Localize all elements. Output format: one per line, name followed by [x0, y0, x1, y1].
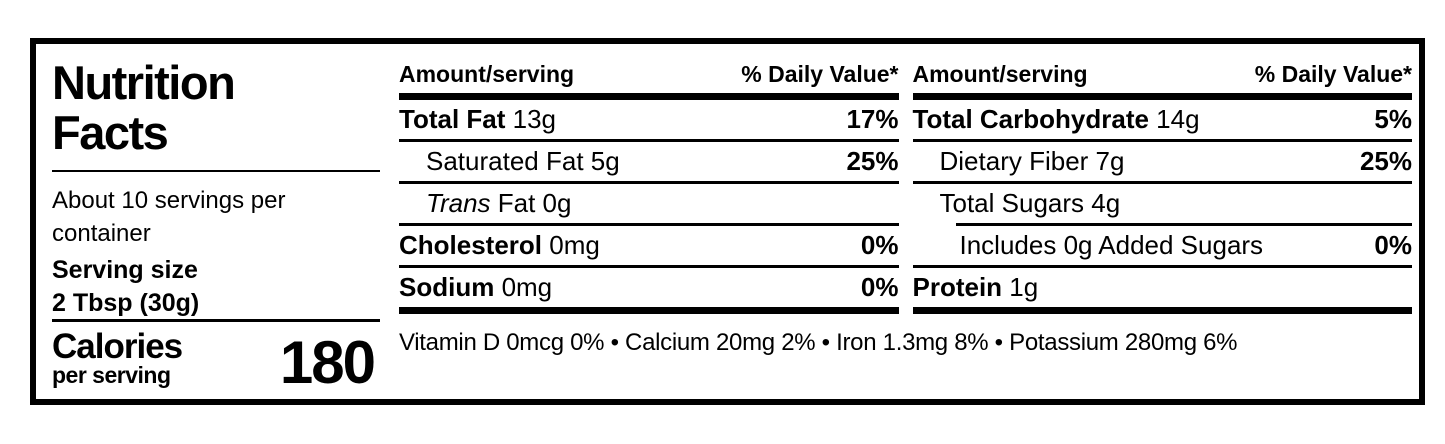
nutrient-name-rest: Saturated Fat 5g	[426, 146, 620, 176]
daily-value: 5%	[1374, 104, 1412, 134]
nutrient-name-rest: 13g	[505, 104, 557, 134]
nutrient-name: Total Carbohydrate 14g	[913, 104, 1200, 135]
row-total-carbohydrate: Total Carbohydrate 14g 5%	[912, 100, 1412, 142]
daily-value: 0%	[860, 272, 899, 302]
calories-block: Calories per serving 180	[52, 326, 380, 396]
column-2-header: Amount/serving % Daily Value*	[912, 44, 1412, 100]
amount-serving-header: Amount/serving	[399, 61, 575, 87]
serving-size-label: Serving size	[52, 256, 198, 285]
nutrient-table: Amount/serving % Daily Value* Total Fat …	[388, 44, 1419, 399]
row-trans-fat: Trans Fat 0g	[399, 184, 899, 226]
daily-value: 17%	[846, 104, 899, 134]
daily-value-header: % Daily Value*	[1254, 61, 1412, 87]
nutrient-name: Saturated Fat 5g	[399, 146, 620, 177]
calories-words: Calories per serving	[52, 326, 183, 388]
vitamins-minerals-footnote: Vitamin D 0mcg 0% • Calcium 20mg 2% • Ir…	[399, 329, 1238, 356]
row-dietary-fiber: Dietary Fiber 7g 25%	[912, 142, 1412, 184]
nutrient-name-rest: 0mg	[494, 272, 553, 302]
row-total-fat: Total Fat 13g 17%	[399, 100, 899, 142]
nutrient-name-bold: Total Carbohydrate	[912, 104, 1149, 134]
label-left-panel: Nutrition Facts About 10 servings per co…	[36, 44, 388, 399]
nutrient-name: Includes 0g Added Sugars	[913, 230, 1264, 261]
nutrition-facts-label: Nutrition Facts About 10 servings per co…	[30, 38, 1425, 405]
nutrient-name-rest: 1g	[1002, 272, 1039, 302]
nutrient-name-rest: Fat 0g	[490, 188, 572, 218]
nutrient-columns: Amount/serving % Daily Value* Total Fat …	[399, 44, 1412, 314]
daily-value-header: % Daily Value*	[741, 61, 899, 87]
calories-label: Calories	[52, 326, 183, 366]
title-divider	[52, 169, 380, 172]
nutrient-name-rest: Includes 0g Added Sugars	[959, 230, 1264, 260]
row-protein: Protein 1g	[913, 268, 1413, 307]
daily-value: 0%	[1374, 230, 1412, 260]
label-title: Nutrition Facts	[52, 56, 236, 159]
daily-value: 0%	[860, 230, 899, 260]
nutrient-name-italic: Trans	[426, 188, 491, 218]
nutrient-column-1: Amount/serving % Daily Value* Total Fat …	[399, 44, 899, 314]
row-total-sugars: Total Sugars 4g	[913, 184, 1413, 223]
daily-value: 25%	[846, 146, 899, 176]
calories-value: 180	[279, 329, 376, 396]
nutrient-column-2: Amount/serving % Daily Value* Total Carb…	[912, 44, 1413, 314]
row-cholesterol: Cholesterol 0mg 0%	[399, 226, 899, 268]
row-saturated-fat: Saturated Fat 5g 25%	[399, 142, 899, 184]
nutrient-name: Total Sugars 4g	[913, 188, 1121, 219]
row-sodium: Sodium 0mg 0%	[399, 268, 899, 307]
nutrient-name-bold: Cholesterol	[399, 230, 543, 260]
nutrient-name-bold: Sodium	[399, 272, 495, 302]
row-added-sugars: Includes 0g Added Sugars 0%	[912, 226, 1412, 268]
calories-sub-label: per serving	[52, 361, 171, 388]
nutrient-name: Trans Fat 0g	[399, 188, 571, 219]
nutrient-name-bold: Total Fat	[399, 104, 506, 134]
nutrient-name: Protein 1g	[913, 272, 1039, 303]
nutrient-name-rest: 0mg	[542, 230, 600, 260]
column-1-header: Amount/serving % Daily Value*	[399, 44, 899, 100]
nutrient-name: Dietary Fiber 7g	[913, 146, 1125, 177]
nutrient-name: Cholesterol 0mg	[399, 230, 600, 261]
nutrient-name-bold: Protein	[912, 272, 1003, 302]
amount-serving-header: Amount/serving	[912, 61, 1088, 87]
servings-per-container: About 10 servings per container	[52, 187, 286, 248]
daily-value: 25%	[1359, 146, 1412, 176]
nutrient-name: Total Fat 13g	[399, 104, 556, 135]
nutrient-name-rest: Dietary Fiber 7g	[939, 146, 1125, 176]
indented-rule	[955, 223, 1412, 226]
serving-size-value: 2 Tbsp (30g)	[52, 288, 200, 317]
nutrient-name-rest: 14g	[1148, 104, 1200, 134]
nutrient-name: Sodium 0mg	[399, 272, 552, 303]
nutrient-name-rest: Total Sugars 4g	[939, 188, 1121, 218]
calories-divider	[52, 319, 380, 322]
